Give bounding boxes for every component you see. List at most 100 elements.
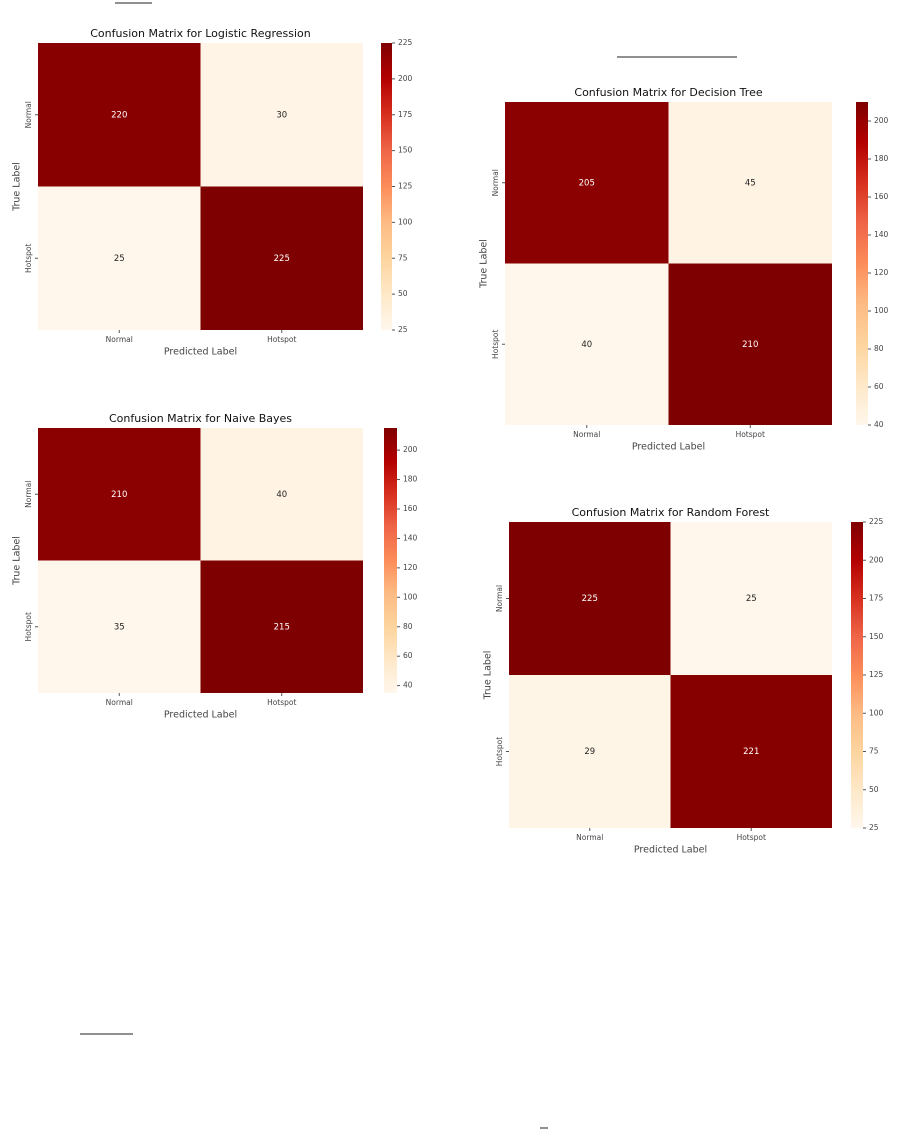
colorbar-tick-label: 200 <box>398 74 413 83</box>
colorbar-tick-label: 25 <box>398 325 408 334</box>
chart-title: Confusion Matrix for Naive Bayes <box>109 412 292 425</box>
cell-label: 205 <box>579 178 595 188</box>
heatmap-cell <box>38 560 201 693</box>
x-tick-label: Normal <box>106 698 133 707</box>
colorbar-tick-label: 175 <box>869 594 884 603</box>
heatmap-cell <box>200 186 363 330</box>
cell-label: 210 <box>742 340 758 350</box>
colorbar-tick-label: 60 <box>403 651 413 660</box>
chart-title: Confusion Matrix for Decision Tree <box>574 86 762 99</box>
cell-label: 225 <box>582 594 598 604</box>
cell-label: 40 <box>276 490 287 500</box>
colorbar-tick-label: 50 <box>398 289 408 298</box>
cell-label: 35 <box>114 622 125 632</box>
colorbar-tick-label: 140 <box>403 533 418 542</box>
cell-label: 25 <box>114 254 125 264</box>
y-axis-label: True Label <box>483 651 494 701</box>
colorbar-tick-label: 50 <box>869 785 879 794</box>
x-axis-label: Predicted Label <box>164 710 237 721</box>
heatmap-cell <box>200 560 363 693</box>
y-tick-label: Normal <box>491 169 500 196</box>
y-axis-label: True Label <box>12 536 23 586</box>
x-axis-label: Predicted Label <box>164 347 237 358</box>
heatmap-cell <box>505 263 669 425</box>
colorbar-tick-label: 100 <box>869 708 884 717</box>
heatmap-cell <box>668 102 832 264</box>
chart: Confusion Matrix for Random Forest 225 25 2… <box>483 506 884 856</box>
cell-label: 30 <box>276 110 287 120</box>
heatmap-cell <box>38 43 201 187</box>
heatmap-cell <box>505 102 669 264</box>
y-tick-label: Normal <box>24 481 33 508</box>
heatmap-cell <box>38 428 201 561</box>
colorbar-tick-label: 200 <box>869 555 884 564</box>
colorbar-tick-label: 75 <box>398 253 408 262</box>
x-tick-label: Hotspot <box>737 833 766 842</box>
x-axis-label: Predicted Label <box>632 442 705 453</box>
heatmap-cell <box>670 522 832 675</box>
colorbar-tick-label: 100 <box>398 217 413 226</box>
heatmap-cell <box>509 522 671 675</box>
x-tick-label: Normal <box>573 430 600 439</box>
y-tick-label: Hotspot <box>24 612 33 641</box>
x-tick-label: Hotspot <box>267 698 296 707</box>
colorbar <box>384 428 397 693</box>
x-tick-label: Hotspot <box>736 430 765 439</box>
colorbar-tick-label: 160 <box>874 192 889 201</box>
colorbar-tick-label: 80 <box>874 344 884 353</box>
chart: Confusion Matrix for Logistic Regression… <box>12 27 413 358</box>
cell-label: 221 <box>743 747 759 757</box>
colorbar-tick-label: 25 <box>869 823 879 832</box>
x-axis-label: Predicted Label <box>634 845 707 856</box>
colorbar-tick-label: 140 <box>874 230 889 239</box>
y-tick-label: Normal <box>495 585 504 612</box>
cell-label: 215 <box>274 622 290 632</box>
colorbar-tick-label: 120 <box>403 563 418 572</box>
y-axis-label: True Label <box>12 162 23 212</box>
heatmap-cell <box>200 43 363 187</box>
x-tick-label: Normal <box>106 335 133 344</box>
colorbar-tick-label: 200 <box>874 116 889 125</box>
heatmap-cell <box>38 186 201 330</box>
cell-label: 25 <box>746 594 757 604</box>
colorbar <box>856 102 868 425</box>
cell-label: 210 <box>111 490 127 500</box>
y-tick-label: Normal <box>24 101 33 128</box>
cell-label: 29 <box>584 747 595 757</box>
colorbar-tick-label: 160 <box>403 504 418 513</box>
colorbar-tick-label: 150 <box>398 146 413 155</box>
y-tick-label: Hotspot <box>495 737 504 766</box>
x-tick-label: Normal <box>576 833 603 842</box>
colorbar-tick-label: 180 <box>874 154 889 163</box>
colorbar-tick-label: 75 <box>869 747 879 756</box>
chart-title: Confusion Matrix for Random Forest <box>572 506 770 519</box>
colorbar-tick-label: 225 <box>869 517 884 526</box>
colorbar-tick-label: 125 <box>869 670 884 679</box>
colorbar-tick-label: 120 <box>874 268 889 277</box>
chart-title: Confusion Matrix for Logistic Regression <box>90 27 311 40</box>
y-tick-label: Hotspot <box>491 330 500 359</box>
colorbar-tick-label: 40 <box>874 420 884 429</box>
y-tick-label: Hotspot <box>24 244 33 273</box>
colorbar-tick-label: 200 <box>403 445 418 454</box>
y-axis-label: True Label <box>479 239 490 289</box>
colorbar-tick-label: 60 <box>874 382 884 391</box>
colorbar <box>381 43 392 330</box>
colorbar-tick-label: 225 <box>398 38 413 47</box>
heatmap-cell <box>670 675 832 828</box>
colorbar-tick-label: 150 <box>869 632 884 641</box>
x-tick-label: Hotspot <box>267 335 296 344</box>
cell-label: 45 <box>745 178 756 188</box>
heatmap-cell <box>668 263 832 425</box>
colorbar-tick-label: 80 <box>403 622 413 631</box>
colorbar-tick-label: 100 <box>874 306 889 315</box>
chart: Confusion Matrix for Decision Tree 205 45 4… <box>479 86 889 453</box>
colorbar-tick-label: 40 <box>403 681 413 690</box>
colorbar-tick-label: 100 <box>403 592 418 601</box>
cell-label: 40 <box>581 340 592 350</box>
cell-label: 225 <box>274 254 290 264</box>
chart: Confusion Matrix for Naive Bayes 210 40 35 2… <box>12 412 418 721</box>
colorbar-tick-label: 125 <box>398 182 413 191</box>
colorbar-tick-label: 175 <box>398 110 413 119</box>
